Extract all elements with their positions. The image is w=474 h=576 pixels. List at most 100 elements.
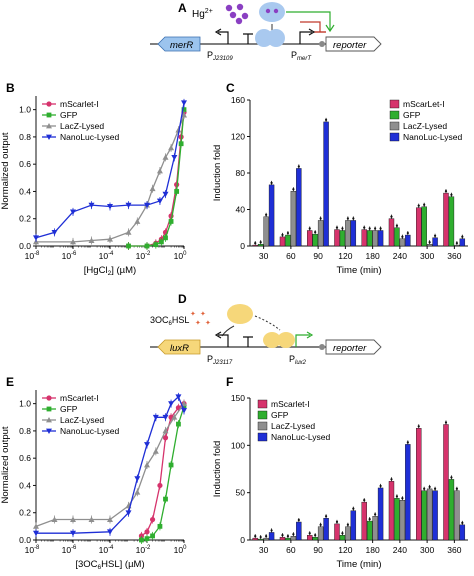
replicate-dot (417, 425, 420, 428)
bar-mScarlet-I (334, 523, 340, 541)
x-axis-label: Time (min) (336, 559, 381, 570)
legend-label: LacZ-Lysed (60, 415, 104, 425)
data-point (33, 235, 39, 241)
terminator (243, 33, 253, 44)
replicate-dot (270, 181, 273, 184)
y-tick-label: 100 (231, 440, 245, 450)
data-point (88, 516, 95, 522)
x-tick-label: 300 (420, 545, 434, 555)
legend-swatch (389, 132, 400, 142)
bar-LacZ-Lysed (263, 537, 269, 541)
x-tick-label: 180 (366, 545, 380, 555)
bar-mScarlet-I (388, 481, 395, 541)
hg-ion (225, 4, 233, 12)
legend-swatch (389, 121, 400, 131)
bar-LacZ-Lysed (372, 230, 378, 247)
bar-LacZ-Lysed (399, 238, 406, 247)
series-line-LacZ-Lysed (35, 403, 185, 528)
replicate-dot (286, 231, 290, 235)
legend-marker (46, 134, 52, 140)
y-tick-label: 1.0 (19, 105, 31, 115)
data-point (162, 191, 169, 198)
legend-swatch (257, 399, 268, 409)
replicate-dot (417, 204, 420, 207)
y-tick-label: 0.0 (19, 241, 31, 251)
y-tick-label: 0 (240, 241, 245, 251)
hg-ion (229, 11, 237, 19)
replicate-dot (254, 535, 257, 538)
luxr-protein (227, 304, 253, 324)
data-point (107, 236, 113, 242)
replicate-dot (352, 507, 355, 510)
bar-mScarlet-I (443, 424, 449, 541)
bar-mScarlet-I (416, 428, 422, 541)
data-point (70, 530, 76, 537)
repression-line (300, 21, 321, 32)
svg-text:✦: ✦ (195, 319, 201, 327)
bar-GFP (339, 535, 346, 541)
y-tick-label: 0.4 (19, 480, 31, 490)
y-tick-label: 0.6 (19, 159, 31, 169)
y-tick-label: 0.8 (19, 132, 31, 142)
bar-GFP (448, 479, 455, 541)
svg-text:✦: ✦ (205, 319, 211, 327)
data-point (152, 448, 159, 454)
data-point (33, 530, 39, 537)
replicate-dot (352, 217, 355, 220)
legend-label: NanoLuc-Lysed (403, 132, 462, 142)
legend-marker (46, 101, 52, 107)
replicate-dot (455, 487, 458, 490)
bar-LacZ-Lysed (426, 488, 433, 541)
replicate-dot (319, 523, 322, 526)
legend-swatch (389, 99, 400, 109)
data-point (149, 185, 156, 192)
x-tick-label: 240 (393, 545, 407, 555)
replicate-dot (335, 520, 339, 524)
data-point (168, 401, 175, 407)
promoter-j23109-label: PJ23109 (207, 50, 233, 62)
bar-LacZ-Lysed (290, 191, 297, 247)
replicate-dot (314, 534, 317, 537)
x-axis-label: [3OC6HSL] (µM) (75, 559, 144, 571)
replicate-dot (308, 532, 311, 535)
replicate-dot (450, 193, 453, 196)
legend-label: mScarLet-I (403, 99, 445, 109)
bar-GFP (312, 536, 318, 541)
legend-marker (46, 395, 52, 401)
binding-arrow (254, 315, 281, 331)
panel-label-b: B (6, 81, 15, 95)
x-tick-label: 10-4 (99, 545, 114, 555)
replicate-dot (281, 233, 284, 236)
bar-GFP (312, 233, 318, 247)
legend-label: GFP (271, 410, 289, 420)
replicate-dot (259, 535, 262, 539)
hg-ion (265, 8, 271, 14)
hsl-molecules: ✦ ✦ ✦ ✦ (190, 310, 211, 327)
bar-NanoLuc-Lysed (296, 168, 302, 247)
legend-marker (46, 123, 52, 129)
panel-label-f: F (226, 375, 233, 389)
bar-LacZ-Lysed (454, 490, 460, 541)
bar-mScarLet-I (252, 244, 258, 247)
replicate-dot (406, 231, 409, 235)
data-point (107, 204, 113, 210)
luxr-bound (277, 332, 295, 348)
x-tick-label: 60 (286, 545, 296, 555)
chart-f: 0 50 100 150 30 60 90 120 180 240 300 360 Time (min)… (212, 393, 468, 570)
legend-label: mScarlet-I (271, 399, 310, 409)
x-tick-label: 10-2 (136, 545, 151, 555)
replicate-dot (379, 227, 382, 230)
y-axis-label: Normalized output (0, 132, 11, 209)
bar-LacZ-Lysed (317, 526, 324, 541)
bar-NanoLuc-Lysed (432, 490, 438, 541)
data-point (88, 237, 95, 243)
luxr-gene (157, 339, 201, 355)
replicate-dot (259, 241, 262, 244)
chart-e: 0.0 0.2 0.4 0.6 0.8 1.0 10-8 10-6 10-4 10-2 100 [3O… (0, 390, 187, 571)
replicate-dot (254, 241, 257, 245)
y-axis-label: Induction fold (212, 441, 223, 498)
data-point (134, 218, 141, 224)
replicate-dot (444, 421, 448, 424)
data-point (174, 189, 180, 194)
data-point (181, 112, 187, 118)
